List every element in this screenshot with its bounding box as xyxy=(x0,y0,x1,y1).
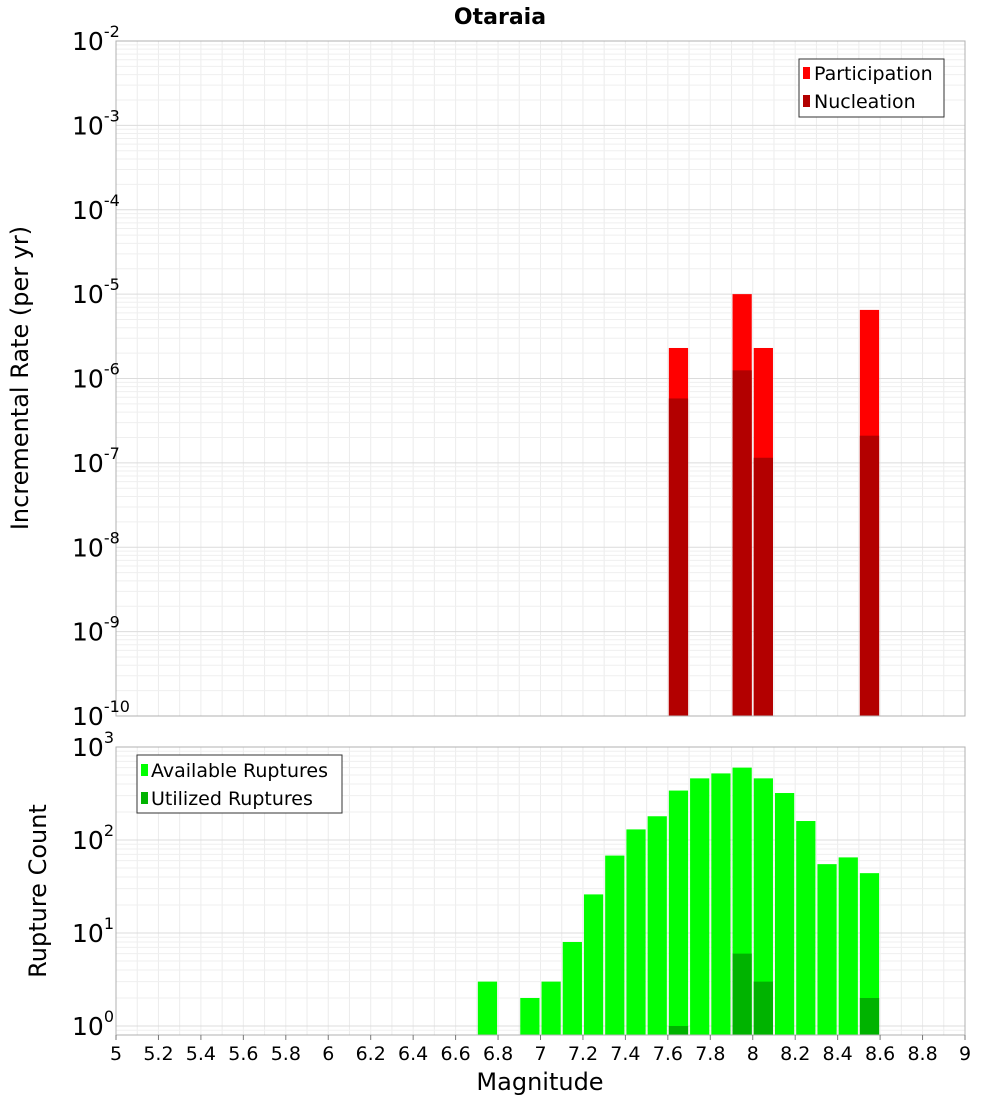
count-y-tick-label: 100 xyxy=(72,1007,114,1041)
count-bar-available-ruptures xyxy=(562,942,582,1035)
rate-y-tick-label: 10-7 xyxy=(72,444,120,478)
count-y-tick-label: 103 xyxy=(72,728,114,762)
rate-bar-nucleation xyxy=(753,457,773,716)
count-bar-utilized-ruptures xyxy=(732,953,752,1035)
count-bar-available-ruptures xyxy=(626,829,646,1035)
count-bar-available-ruptures xyxy=(668,790,689,1035)
count-bar-available-ruptures xyxy=(796,821,816,1035)
count-bar-available-ruptures xyxy=(838,857,858,1035)
count-bar-available-ruptures xyxy=(477,981,498,1035)
rate-plot-frame xyxy=(115,40,966,717)
x-tick-label: 7.8 xyxy=(695,1043,725,1065)
nucleation-legend-label: Nucleation xyxy=(814,91,916,113)
x-tick-label: 8 xyxy=(747,1043,759,1065)
count-bar-available-ruptures xyxy=(774,793,795,1035)
count-bar-available-ruptures xyxy=(859,873,880,1035)
x-tick-label: 6 xyxy=(322,1043,334,1065)
x-tick-label: 5 xyxy=(110,1043,122,1065)
x-tick-label: 8.2 xyxy=(780,1043,810,1065)
rate-y-tick-label: 10-8 xyxy=(72,528,120,562)
rate-y-tick-label: 10-9 xyxy=(72,613,120,647)
rate-y-tick-label: 10-4 xyxy=(72,191,120,225)
rate-legend: Participation Nucleation xyxy=(798,58,945,118)
rate-legend-box xyxy=(798,58,945,118)
utilized-ruptures-legend-label: Utilized Ruptures xyxy=(151,788,313,810)
x-tick-label: 7.4 xyxy=(610,1043,640,1065)
rate-bars xyxy=(668,294,880,716)
count-y-ticks: 103 102 101 100 xyxy=(72,728,114,1041)
count-bar-utilized-ruptures xyxy=(753,981,773,1035)
rate-panel: 10-2 10-3 10-4 10-5 10-6 10-7 10-8 10-9 10-10 xyxy=(72,22,966,731)
x-axis-label: Magnitude xyxy=(476,1068,603,1096)
nucleation-legend-swatch xyxy=(803,95,810,107)
rate-y-tick-label: 10-5 xyxy=(72,275,120,309)
rate-y-tick-label: 10-2 xyxy=(72,22,120,56)
x-tick-label: 5.2 xyxy=(143,1043,173,1065)
x-tick-label: 9 xyxy=(959,1043,971,1065)
rate-y-tick-label: 10-3 xyxy=(72,106,120,140)
count-bars xyxy=(477,767,880,1035)
rate-y-axis-label: Incremental Rate (per yr) xyxy=(6,226,34,530)
count-y-tick-label: 101 xyxy=(72,914,114,948)
rate-bar-nucleation xyxy=(859,435,880,716)
available-ruptures-legend-label: Available Ruptures xyxy=(151,760,328,782)
count-legend: Available Ruptures Utilized Ruptures xyxy=(136,754,343,814)
rate-y-tick-label: 10-6 xyxy=(72,360,120,394)
count-bar-utilized-ruptures xyxy=(668,1025,689,1035)
x-tick-label: 8.4 xyxy=(823,1043,853,1065)
x-tick-label: 5.6 xyxy=(228,1043,258,1065)
utilized-ruptures-legend-swatch xyxy=(141,792,148,804)
participation-legend-swatch xyxy=(803,67,810,79)
x-tick-label: 5.8 xyxy=(271,1043,301,1065)
participation-legend-label: Participation xyxy=(814,63,933,85)
count-bar-available-ruptures xyxy=(541,981,561,1035)
x-tick-label: 7.6 xyxy=(653,1043,683,1065)
rate-bar-nucleation xyxy=(732,370,752,716)
count-bar-utilized-ruptures xyxy=(859,997,880,1035)
x-tick-label: 8.6 xyxy=(865,1043,895,1065)
count-bar-available-ruptures xyxy=(647,816,667,1035)
count-bar-available-ruptures xyxy=(753,778,773,1035)
rate-y-tick-label: 10-10 xyxy=(72,697,130,731)
count-y-axis-label: Rupture Count xyxy=(24,804,52,978)
count-bar-available-ruptures xyxy=(690,778,710,1035)
rate-grid xyxy=(115,40,966,717)
x-tick-label: 7 xyxy=(534,1043,546,1065)
x-ticks: 5 5.2 5.4 5.6 5.8 6 6.2 6.4 6.6 6.8 7 7.2 7.4 7.6 7.8 8… xyxy=(110,1035,971,1065)
x-tick-label: 6.8 xyxy=(483,1043,513,1065)
count-bar-available-ruptures xyxy=(605,855,625,1035)
count-bar-available-ruptures xyxy=(711,773,731,1035)
x-tick-label: 6.6 xyxy=(440,1043,470,1065)
x-tick-label: 6.4 xyxy=(398,1043,428,1065)
x-tick-label: 8.8 xyxy=(907,1043,937,1065)
rate-y-ticks: 10-2 10-3 10-4 10-5 10-6 10-7 10-8 10-9 10-10 xyxy=(72,22,130,731)
chart-title: Otaraia xyxy=(454,5,546,30)
x-tick-label: 6.2 xyxy=(356,1043,386,1065)
count-legend-box xyxy=(136,754,343,814)
rate-bar-nucleation xyxy=(668,398,689,716)
count-bar-available-ruptures xyxy=(817,864,837,1035)
count-bar-available-ruptures xyxy=(583,894,604,1035)
x-tick-label: 7.2 xyxy=(568,1043,598,1065)
count-y-tick-label: 102 xyxy=(72,821,114,855)
x-tick-label: 5.4 xyxy=(186,1043,216,1065)
count-bar-available-ruptures xyxy=(520,997,540,1035)
available-ruptures-legend-swatch xyxy=(141,764,148,776)
